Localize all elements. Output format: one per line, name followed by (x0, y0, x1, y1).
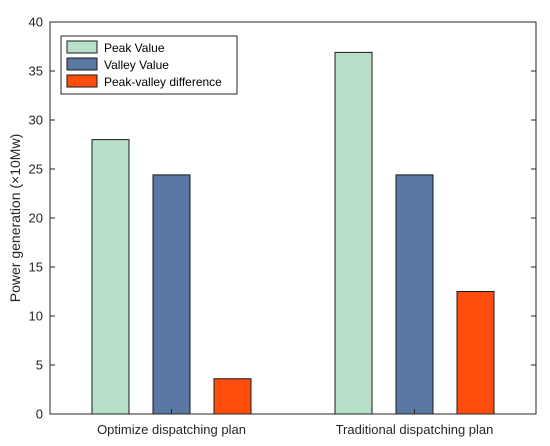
bar-valley-value-0 (152, 174, 191, 415)
bar-peak-valley-difference-1 (456, 291, 495, 415)
ticks-layer: 0 5 10 15 20 25 30 35 40 Optimize dispatching pla… (29, 15, 536, 437)
y-tick-label: 0 (36, 407, 43, 422)
legend-swatch (66, 40, 98, 54)
legend: Peak Value Valley Value Peak-valley differ… (60, 35, 238, 95)
plot-frame (49, 21, 537, 415)
legend-entry-label: Valley Value (104, 58, 169, 72)
y-tick-label: 5 (36, 358, 43, 373)
y-tick-label: 35 (29, 64, 43, 79)
y-tick-label: 15 (29, 260, 43, 275)
y-tick-label: 25 (29, 162, 43, 177)
bar-peak-value-0 (91, 139, 130, 415)
y-tick-label: 40 (29, 15, 43, 30)
legend-swatch (66, 57, 98, 71)
x-tick-label: Optimize dispatching plan (97, 422, 246, 437)
y-tick-label: 10 (29, 309, 43, 324)
bar-peak-value-1 (334, 51, 373, 415)
y-tick-label: 20 (29, 211, 43, 226)
x-tick-label: Traditional dispatching plan (336, 422, 494, 437)
bar-valley-value-1 (395, 174, 434, 415)
bars-layer (91, 51, 495, 415)
y-axis-label: Power generation (×10Mw) (7, 134, 23, 302)
legend-entry-label: Peak Value (104, 41, 165, 55)
y-tick-label: 30 (29, 113, 43, 128)
legend-swatch (66, 74, 98, 88)
bar-peak-valley-difference-0 (213, 378, 252, 415)
legend-entry-label: Peak-valley difference (104, 75, 222, 89)
